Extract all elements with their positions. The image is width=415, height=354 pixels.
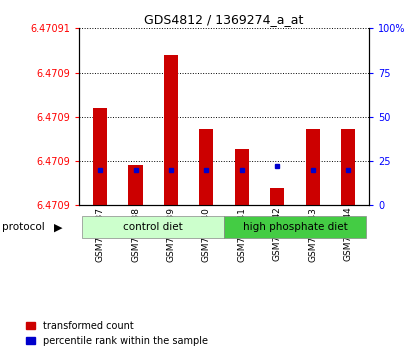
Bar [93,108,107,205]
Text: ▶: ▶ [54,222,62,232]
Title: GDS4812 / 1369274_a_at: GDS4812 / 1369274_a_at [144,13,304,26]
Bar [129,165,143,205]
Text: protocol: protocol [2,222,45,232]
FancyBboxPatch shape [224,216,366,239]
Bar [235,149,249,205]
Legend: transformed count, percentile rank within the sample: transformed count, percentile rank withi… [26,321,208,346]
Bar [164,55,178,205]
FancyBboxPatch shape [83,216,224,239]
Bar [199,129,213,205]
Bar [341,129,355,205]
Bar [305,129,320,205]
Text: control diet: control diet [123,222,183,233]
Bar [270,188,284,205]
Text: high phosphate diet: high phosphate diet [243,222,347,233]
